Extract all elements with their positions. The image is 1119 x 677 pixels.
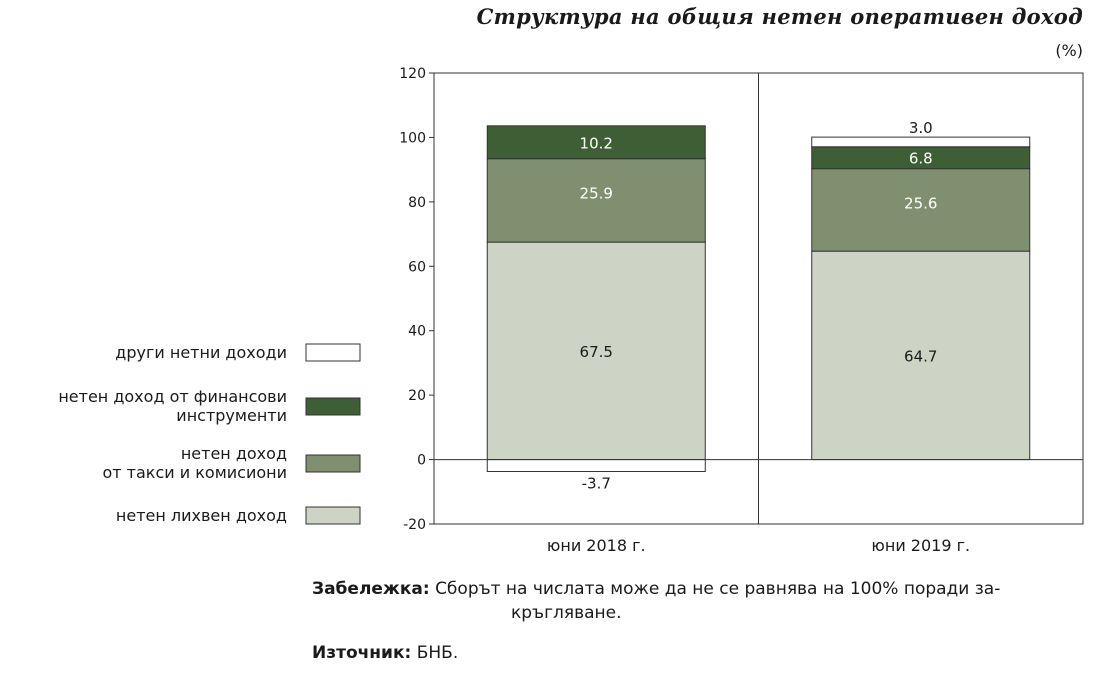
y-tick-label: 80: [408, 195, 426, 211]
legend-label-line: от такси и комисиони: [102, 463, 287, 482]
y-tick-label: -20: [403, 517, 426, 533]
legend-label-line: нетен доход от финансови: [58, 387, 287, 406]
legend-label-line: нетен доход: [180, 444, 287, 463]
note: Забележка: Сборът на числата може да не …: [312, 577, 1084, 625]
note-text-line2: кръгляване.: [511, 603, 622, 623]
x-tick-label: юни 2018 г.: [547, 536, 646, 555]
data-label: 6.8: [909, 150, 933, 168]
bar-segment: [486, 459, 706, 472]
note-text-line1: Сборът на числата може да не се равнява …: [435, 579, 1001, 599]
legend-label: нетен лихвен доход: [116, 506, 287, 525]
data-label: 64.7: [904, 347, 937, 365]
bar-segment: [811, 250, 1031, 461]
legend-label-line: инструменти: [176, 406, 287, 425]
note-label: Забележка:: [312, 579, 430, 599]
y-tick-label: 20: [408, 388, 426, 404]
y-tick-label: 120: [399, 66, 426, 82]
legend-label: нетен доход от финансови инструменти: [58, 387, 287, 425]
legend-swatch: [305, 506, 361, 525]
data-label: 25.9: [580, 185, 613, 203]
data-label: 67.5: [580, 343, 613, 361]
legend-label: други нетни доходи: [115, 343, 287, 362]
y-tick-label: 40: [408, 324, 426, 340]
data-label: 25.6: [904, 195, 937, 213]
bar-segment: [486, 158, 706, 243]
legend-label-line: нетен лихвен доход: [115, 505, 287, 525]
source: Източник: БНБ.: [312, 643, 458, 663]
y-tick-label: 0: [417, 453, 426, 469]
bar-segment: [486, 125, 706, 160]
data-label: 3.0: [909, 119, 933, 137]
legend-label-line: други нетни доходи: [115, 342, 287, 362]
x-tick-label: юни 2019 г.: [871, 536, 970, 555]
y-tick-label: 60: [408, 259, 426, 275]
data-label: -3.7: [582, 474, 611, 492]
legend-swatch: [305, 343, 361, 362]
unit-label: (%): [1055, 41, 1083, 60]
bar-segment: [486, 241, 706, 461]
legend-swatch: [305, 454, 361, 473]
bar-segment: [811, 136, 1031, 148]
legend-label: нетен доход от такси и комисиони: [102, 444, 287, 482]
source-text: БНБ.: [416, 643, 459, 663]
chart-title: Структура на общия нетен оперативен дохо…: [476, 4, 1083, 29]
y-tick-label: 100: [399, 130, 426, 146]
source-label: Източник:: [312, 643, 412, 663]
bar-segment: [811, 168, 1031, 252]
legend-swatch: [305, 397, 361, 416]
data-label: 10.2: [580, 134, 613, 152]
